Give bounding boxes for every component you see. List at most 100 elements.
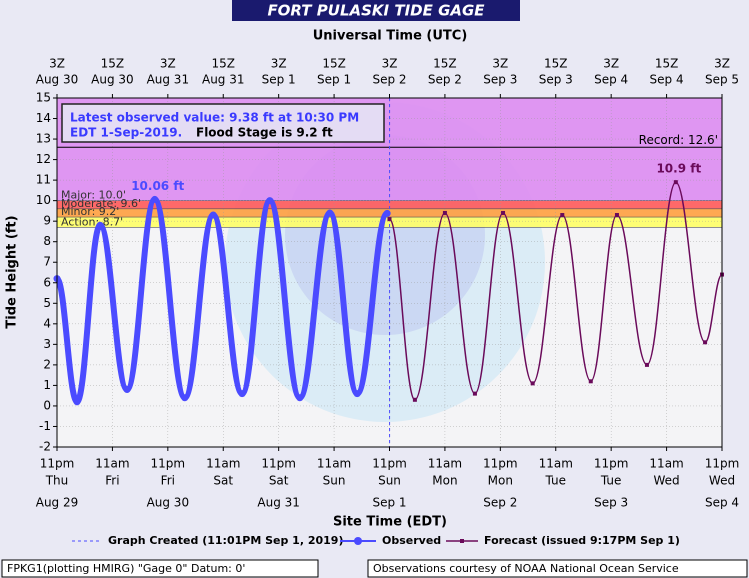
annotation: 10.06 ft (131, 179, 184, 193)
x2-tick-date: Sep 5 (705, 73, 739, 87)
y-tick-label: 6 (43, 275, 51, 289)
x2-axis-title: Universal Time (UTC) (313, 29, 468, 44)
x-tick-date: Sep 1 (372, 496, 406, 510)
x-tick-date: Sep 2 (483, 496, 517, 510)
x-tick-label: 11pm (372, 457, 407, 471)
x-tick-day: Tue (545, 474, 567, 488)
record-label: Record: 12.6' (639, 133, 718, 147)
plot-border (56, 97, 723, 448)
y-tick-label: 10 (36, 193, 51, 207)
x-tick-label: 11am (95, 457, 129, 471)
x2-tick-label: 3Z (49, 57, 65, 71)
x-tick-day: Mon (432, 474, 457, 488)
point (266, 197, 274, 205)
flood-label: Minor: 9.2' (61, 205, 119, 218)
point (209, 211, 217, 219)
footer-box (1, 559, 319, 578)
y-tick-label: -1 (39, 419, 51, 433)
x2-tick-date: Sep 4 (594, 73, 628, 87)
x-tick-day: Fri (105, 474, 119, 488)
point (673, 180, 678, 185)
legend-label: Graph Created (11:01PM Sep 1, 2019) (108, 534, 344, 547)
legend-label: Observed (382, 534, 441, 547)
footer-text: Observations courtesy of NOAA National O… (373, 562, 679, 575)
point (151, 195, 159, 203)
x-tick-day: Sun (378, 474, 401, 488)
point (387, 217, 392, 222)
x2-tick-date: Aug 31 (147, 73, 190, 87)
flood-band (57, 217, 722, 228)
x-tick-day: Thu (45, 474, 69, 488)
point (96, 221, 104, 229)
flood-label: Moderate: 9.6' (61, 197, 141, 210)
y-tick-label: 8 (43, 234, 51, 248)
info-box (61, 103, 385, 143)
x2-tick-date: Aug 30 (36, 73, 79, 87)
x2-tick-label: 3Z (714, 57, 730, 71)
x-tick-date: Aug 31 (257, 496, 300, 510)
x-tick-date: Sep 4 (705, 496, 739, 510)
legend-forecast (460, 539, 464, 543)
point (73, 398, 81, 406)
x2-tick-date: Aug 31 (202, 73, 245, 87)
y-tick-label: 7 (43, 255, 51, 269)
y-tick-label: 9 (43, 214, 51, 228)
point (412, 397, 417, 402)
x-tick-label: 11pm (151, 457, 186, 471)
point (238, 390, 246, 398)
footer-text: FPKG1(plotting HMIRG) "Gage 0" Datum: 0' (7, 562, 245, 575)
x2-tick-label: 15Z (544, 57, 568, 71)
x-tick-day: Mon (488, 474, 513, 488)
info-text: Flood Stage is 9.2 ft (196, 126, 333, 140)
x2-tick-date: Sep 3 (539, 73, 573, 87)
x-tick-day: Fri (161, 474, 175, 488)
y-tick-label: -2 (39, 440, 51, 454)
x-tick-day: Tue (600, 474, 622, 488)
y-tick-label: 3 (43, 337, 51, 351)
point (123, 386, 131, 394)
footer-box (367, 559, 748, 578)
y-tick-label: 5 (43, 296, 51, 310)
x-axis-title: Site Time (EDT) (333, 515, 447, 530)
x2-tick-label: 15Z (322, 57, 346, 71)
series-line (388, 181, 723, 401)
x2-tick-label: 15Z (212, 57, 236, 71)
point (472, 391, 477, 396)
x2-tick-label: 15Z (101, 57, 125, 71)
flood-label: Major: 10.0' (61, 189, 126, 202)
point (383, 209, 391, 217)
y-tick-label: 14 (36, 111, 51, 125)
point (353, 390, 361, 398)
point (326, 209, 334, 217)
y-tick-label: 15 (36, 91, 51, 105)
x-tick-label: 11pm (261, 457, 296, 471)
x-tick-date: Aug 30 (147, 496, 190, 510)
point (644, 362, 649, 367)
y-tick-label: 11 (36, 173, 51, 187)
x2-tick-label: 15Z (433, 57, 457, 71)
y-tick-label: 4 (43, 316, 51, 330)
y-tick-label: 12 (36, 152, 51, 166)
x-tick-date: Sep 3 (594, 496, 628, 510)
x-tick-day: Wed (709, 474, 735, 488)
y-axis-title: Tide Height (ft) (5, 215, 20, 328)
x-tick-label: 11am (539, 457, 573, 471)
x2-tick-label: 3Z (160, 57, 176, 71)
x2-tick-date: Sep 4 (650, 73, 684, 87)
x-tick-label: 11am (317, 457, 351, 471)
x-tick-day: Sun (323, 474, 346, 488)
flood-label: Action: 8.7' (61, 215, 123, 228)
plot-area: Record: 12.6' Action: 8.7'Minor: 9.2'Mode… (53, 97, 724, 448)
y-tick-label: 0 (43, 398, 51, 412)
x-tick-day: Wed (653, 474, 679, 488)
legend-observed (354, 537, 362, 545)
point (703, 340, 708, 345)
x2-tick-date: Sep 1 (317, 73, 351, 87)
x-tick-day: Sat (269, 474, 289, 488)
x-tick-label: 11pm (40, 457, 75, 471)
info-text: Latest observed value: 9.38 ft at 10:30 … (70, 111, 359, 125)
point (530, 381, 535, 386)
x2-tick-label: 3Z (271, 57, 287, 71)
x2-tick-label: 3Z (382, 57, 398, 71)
